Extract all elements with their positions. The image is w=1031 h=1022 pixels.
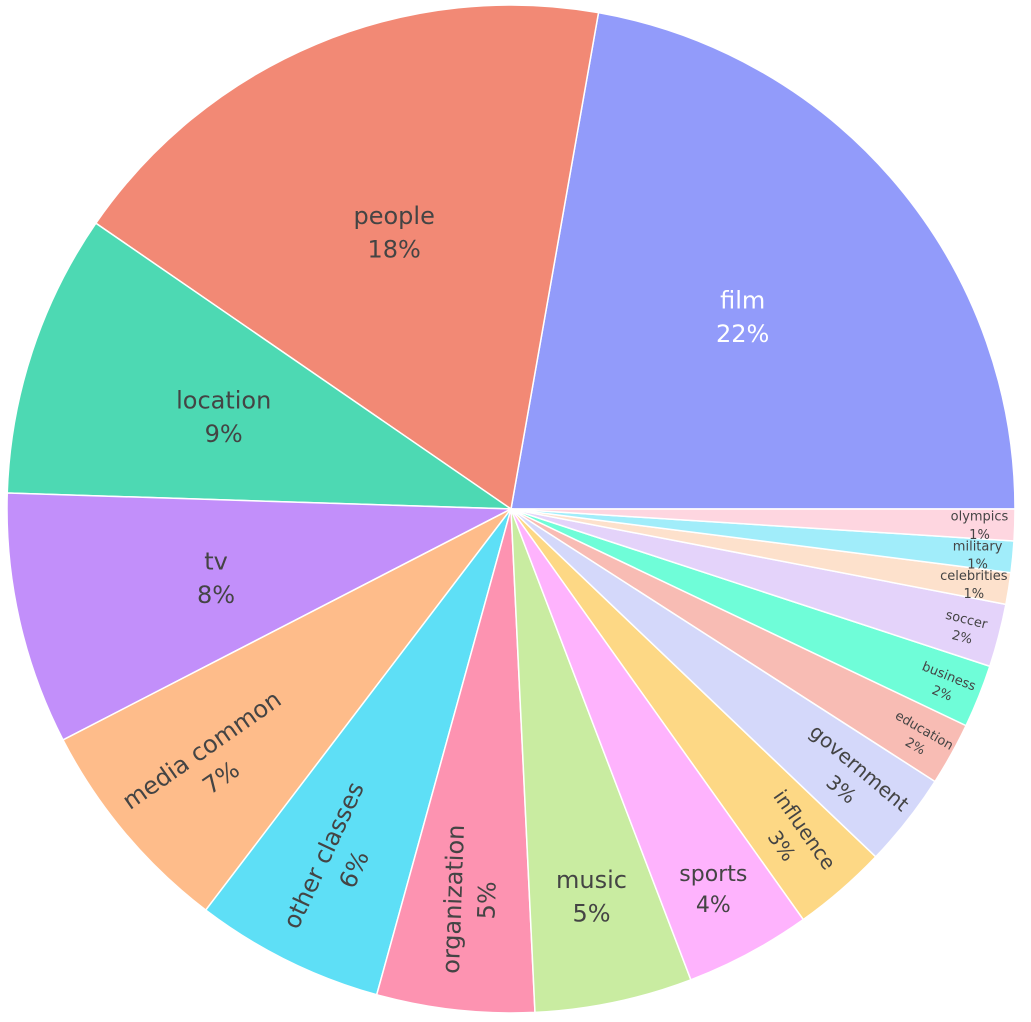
pie-slice-media-common (62, 508, 512, 912)
pie-slice-organization (375, 508, 536, 1014)
slice-label-percent: 2% (929, 683, 954, 705)
slice-label-name: location (176, 387, 271, 415)
slice-label-name: organization (437, 824, 470, 974)
slice-label-people: people 18% (353, 202, 434, 264)
slice-label-percent: 4% (696, 893, 731, 918)
slice-label-film: film 22% (716, 287, 769, 349)
slice-label-music: music 5% (556, 866, 627, 928)
pie-slice-location (6, 222, 514, 510)
slice-label-celebrities: celebrities 1% (940, 569, 1008, 602)
slice-label-location: location 9% (176, 387, 271, 449)
slice-label-name: military (953, 539, 1003, 554)
slice-label-percent: 9% (205, 420, 243, 448)
slice-label-percent: 8% (197, 581, 235, 609)
slice-label-sports: sports 4% (679, 862, 747, 918)
pie-slice-people (94, 4, 600, 511)
slice-label-name: film (720, 287, 765, 315)
slice-label-name: music (556, 866, 627, 894)
slice-label-name: olympics (951, 510, 1009, 525)
slice-label-percent: 22% (716, 320, 769, 348)
pie-slices (6, 4, 1016, 1014)
slice-label-percent: 1% (969, 528, 990, 543)
slice-label-tv: tv 8% (197, 548, 235, 610)
slice-label-percent: 2% (950, 628, 974, 648)
slice-label-name: sports (679, 862, 747, 887)
slice-label-olympics: olympics 1% (951, 510, 1009, 543)
slice-label-percent: 5% (572, 899, 610, 927)
slice-label-percent: 18% (367, 236, 420, 264)
pie-slice-music (510, 508, 692, 1014)
pie-slice-other-classes (204, 508, 512, 996)
pie-slice-olympics (510, 508, 1016, 542)
slice-label-name: tv (204, 548, 228, 576)
slice-label-percent: 1% (964, 587, 985, 602)
pie-slice-tv (6, 492, 514, 741)
slice-label-organization: organization 5% (437, 824, 502, 974)
slice-label-military: military 1% (953, 539, 1003, 572)
slice-label-percent: 1% (967, 558, 988, 573)
slice-label-name: celebrities (940, 569, 1008, 584)
pie-slice-film (510, 11, 1016, 510)
slice-label-percent: 5% (472, 881, 501, 920)
slice-label-name: people (353, 202, 434, 230)
